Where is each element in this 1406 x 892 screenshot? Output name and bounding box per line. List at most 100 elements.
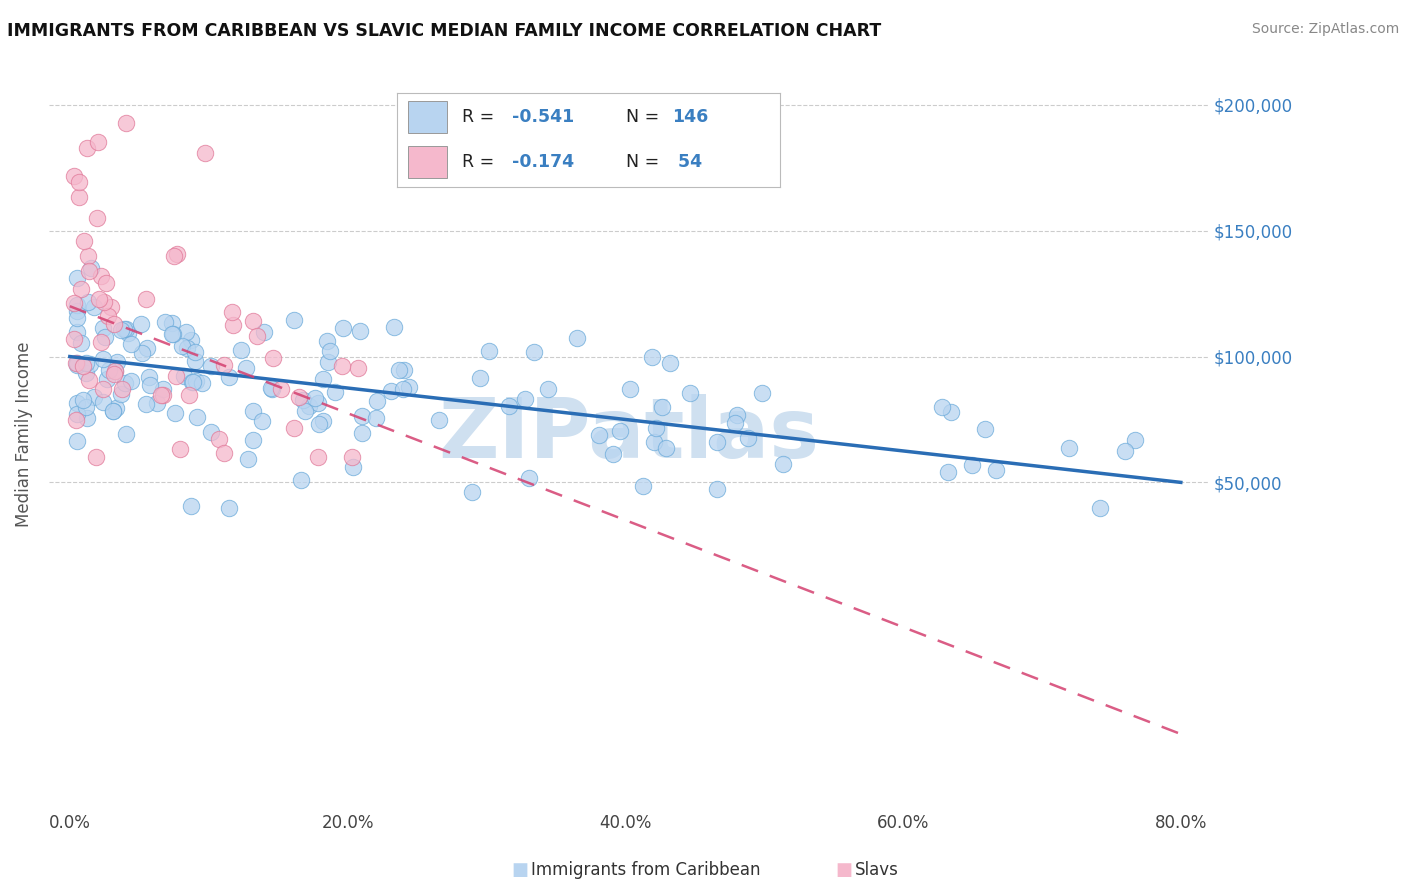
Point [316,355,339,369]
Point [312,414,335,428]
Point [260,381,283,395]
Point [120,374,142,388]
Point [80,261,103,276]
Point [86,211,108,226]
Point [340,450,363,465]
Point [288,391,311,405]
Point [135,397,157,411]
Point [565,331,588,345]
Point [165,406,187,420]
Point [468,370,491,384]
Point [252,414,274,428]
Point [66,358,89,372]
Point [110,387,132,401]
Point [242,434,264,448]
Point [115,115,138,129]
Point [65,413,87,427]
Point [65,355,87,369]
Point [120,336,142,351]
Point [162,326,184,341]
Point [104,364,127,378]
Point [342,460,364,475]
Point [169,442,191,457]
Point [235,361,257,376]
Point [751,386,773,401]
Point [176,325,198,339]
Point [1090,500,1112,515]
Point [619,382,641,396]
Point [66,311,89,326]
Point [93,295,115,310]
Point [382,319,405,334]
Point [294,403,316,417]
Point [103,317,125,331]
Point [160,327,183,342]
Point [194,145,217,160]
Point [350,409,373,423]
Point [67,190,90,204]
Point [170,339,193,353]
Point [962,458,984,473]
Point [725,408,748,422]
Point [218,370,240,384]
Text: Source: ZipAtlas.com: Source: ZipAtlas.com [1251,22,1399,37]
Point [737,431,759,445]
Point [152,382,174,396]
Point [152,388,174,402]
Point [242,403,264,417]
Point [66,270,89,285]
Point [103,368,125,382]
Point [461,484,484,499]
Point [253,326,276,340]
Text: ZIPatlas: ZIPatlas [439,394,820,475]
Point [602,447,624,461]
Point [131,345,153,359]
Point [77,249,100,263]
Point [103,403,125,417]
Point [644,421,666,435]
Point [1123,433,1146,447]
Point [105,401,128,416]
Point [291,392,314,407]
Point [222,318,245,332]
Point [290,474,312,488]
Point [100,301,122,315]
Point [91,395,114,409]
Point [181,376,204,390]
Point [517,471,540,485]
Point [165,369,187,384]
Point [138,370,160,384]
Point [77,374,100,388]
Point [986,463,1008,477]
Point [77,295,100,310]
Point [76,141,98,155]
Point [69,335,91,350]
Point [427,413,450,427]
Point [104,364,127,378]
Point [98,362,121,376]
Point [366,393,388,408]
Text: ■: ■ [512,861,529,879]
Point [208,432,231,446]
Point [115,427,138,442]
Point [498,399,520,413]
Point [191,376,214,391]
Point [236,452,259,467]
Point [90,269,112,284]
Point [659,356,682,370]
Point [283,421,305,435]
Point [67,175,90,189]
Point [77,264,100,278]
Text: Immigrants from Caribbean: Immigrants from Caribbean [531,861,761,879]
Point [87,293,110,307]
Point [221,305,243,319]
Point [91,351,114,366]
Point [90,335,112,350]
Point [146,396,169,410]
Point [93,382,115,396]
Point [1114,443,1136,458]
Point [231,343,253,357]
Point [350,426,373,441]
Point [66,325,89,339]
Point [72,359,94,374]
